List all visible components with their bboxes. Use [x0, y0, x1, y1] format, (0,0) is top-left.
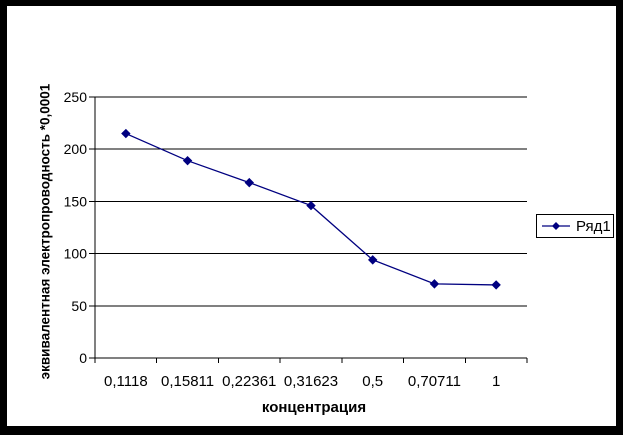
- x-tick-label: 0,5: [362, 373, 383, 390]
- y-tick-label: 0: [79, 350, 87, 366]
- y-axis-title: эквивалентная электропроводность *0,0001: [37, 83, 53, 380]
- data-point-marker: [429, 279, 440, 289]
- data-point-marker: [491, 280, 501, 290]
- data-point-marker: [244, 177, 254, 188]
- data-point-marker: [306, 200, 316, 211]
- x-tick-label: 0,15811: [161, 373, 214, 390]
- y-tick-label: 200: [64, 141, 88, 157]
- data-point-marker: [368, 255, 378, 265]
- x-tick-label: 1: [492, 373, 500, 390]
- legend-diamond-icon: [552, 222, 560, 230]
- chart-background: [7, 6, 616, 426]
- y-tick-label: 250: [64, 89, 88, 105]
- y-tick-label: 150: [64, 193, 88, 209]
- data-point-marker: [182, 155, 193, 166]
- y-tick-label: 50: [71, 298, 87, 314]
- legend-series-label: Ряд1: [576, 217, 611, 235]
- data-point-marker: [121, 128, 131, 139]
- y-tick-label: 100: [64, 246, 88, 262]
- x-tick-label: 0,22361: [222, 373, 276, 390]
- x-tick-label: 0,1118: [104, 373, 148, 390]
- x-axis-title: концентрация: [261, 399, 367, 416]
- legend: Ряд1: [536, 214, 614, 238]
- x-tick-label: 0,31623: [284, 373, 338, 390]
- x-tick-label: 0,70711: [408, 373, 461, 390]
- legend-series-marker-icon: [542, 222, 570, 230]
